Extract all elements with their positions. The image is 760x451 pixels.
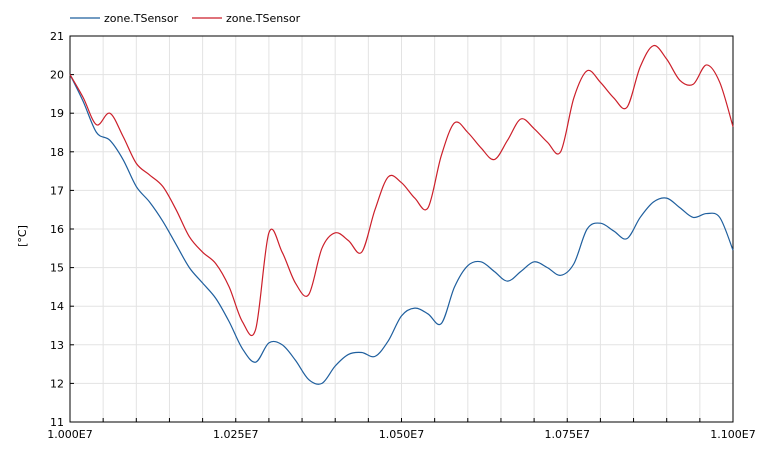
y-axis-label: [°C] — [16, 225, 29, 247]
series-line-1 — [69, 74, 734, 385]
y-tick-label: 19 — [50, 107, 64, 120]
y-tick-label: 12 — [50, 377, 64, 390]
legend-label-series-2: zone.TSensor — [226, 12, 301, 25]
x-tick-label: 1.075E7 — [545, 428, 590, 441]
y-tick-label: 20 — [50, 69, 64, 82]
series-group — [69, 45, 734, 385]
y-tick-label: 18 — [50, 146, 64, 159]
series-line-2 — [69, 45, 734, 336]
legend-label-series-1: zone.TSensor — [104, 12, 179, 25]
y-tick-label: 13 — [50, 339, 64, 352]
y-tick-label: 21 — [50, 30, 64, 43]
y-tick-label: 17 — [50, 184, 64, 197]
y-tick-label: 15 — [50, 262, 64, 275]
x-axis: 1.000E7 1.025E7 1.050E7 1.075E7 1.100E7 — [47, 418, 756, 441]
x-tick-label: 1.000E7 — [47, 428, 92, 441]
y-axis: 11 12 13 14 15 16 17 18 19 20 21 — [50, 30, 74, 429]
x-tick-label: 1.100E7 — [710, 428, 755, 441]
x-tick-label: 1.050E7 — [379, 428, 424, 441]
y-tick-label: 14 — [50, 300, 64, 313]
y-tick-label: 11 — [50, 416, 64, 429]
legend: zone.TSensor zone.TSensor — [70, 12, 301, 25]
x-tick-label: 1.025E7 — [213, 428, 258, 441]
y-tick-label: 16 — [50, 223, 64, 236]
